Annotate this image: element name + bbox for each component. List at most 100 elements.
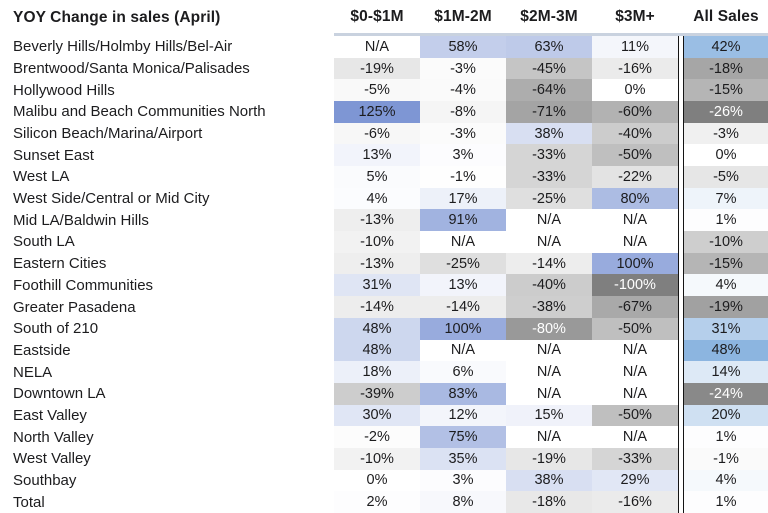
value-cell: -19% [506,447,592,470]
value-cell: 29% [592,469,678,492]
column-separator [678,252,684,275]
column-separator [678,209,684,232]
all-sales-cell: 48% [684,339,768,362]
value-cell: -45% [506,57,592,80]
column-separator [678,122,684,145]
value-cell: N/A [506,426,592,448]
all-sales-cell: -3% [684,122,768,145]
all-sales-cell: -15% [684,252,768,275]
value-cell: 13% [420,274,506,297]
value-cell: 5% [334,166,420,188]
value-cell: 17% [420,187,506,210]
value-cell: -14% [334,296,420,318]
region-label: West Side/Central or Mid City [0,187,334,210]
all-sales-cell: -24% [684,382,768,405]
value-cell: -16% [592,57,678,80]
region-label: West Valley [0,447,334,470]
value-cell: -22% [592,166,678,188]
value-cell: -10% [334,231,420,253]
value-cell: -33% [592,447,678,470]
region-label: Mid LA/Baldwin Hills [0,209,334,232]
value-cell: -67% [592,296,678,318]
value-cell: N/A [506,382,592,405]
value-cell: -2% [334,426,420,448]
value-cell: -100% [592,274,678,297]
value-cell: -80% [506,317,592,340]
value-cell: 83% [420,382,506,405]
column-separator [678,382,684,405]
value-cell: N/A [506,231,592,253]
value-cell: N/A [592,339,678,362]
value-cell: 11% [592,36,678,58]
all-sales-cell: -10% [684,231,768,253]
all-sales-cell: -18% [684,57,768,80]
value-cell: 38% [506,469,592,492]
value-cell: N/A [592,382,678,405]
region-label: Foothill Communities [0,274,334,297]
all-sales-cell: -19% [684,296,768,318]
value-cell: 13% [334,144,420,167]
all-sales-cell: -5% [684,166,768,188]
value-cell: N/A [506,339,592,362]
value-cell: 0% [592,79,678,102]
value-cell: -10% [334,447,420,470]
value-cell: -1% [420,166,506,188]
region-label: Eastern Cities [0,252,334,275]
column-header-2m-3m: $2M-3M [506,0,592,36]
value-cell: 125% [334,101,420,123]
value-cell: -33% [506,144,592,167]
column-separator [678,274,684,297]
column-separator [678,57,684,80]
all-sales-cell: 4% [684,469,768,492]
value-cell: 12% [420,404,506,427]
value-cell: -14% [506,252,592,275]
value-cell: -50% [592,317,678,340]
value-cell: -71% [506,101,592,123]
value-cell: -8% [420,101,506,123]
all-sales-cell: 31% [684,317,768,340]
value-cell: -50% [592,404,678,427]
column-separator [678,447,684,470]
value-cell: -6% [334,122,420,145]
column-separator [678,426,684,448]
value-cell: 91% [420,209,506,232]
value-cell: 48% [334,339,420,362]
column-header-3m-plus: $3M+ [592,0,678,36]
value-cell: 100% [420,317,506,340]
column-header-0-1m: $0-$1M [334,0,420,36]
all-sales-cell: 42% [684,36,768,58]
column-separator [678,361,684,383]
value-cell: -13% [334,252,420,275]
table-title: YOY Change in sales (April) [13,9,221,26]
column-separator [678,339,684,362]
all-sales-cell: 1% [684,426,768,448]
column-separator [678,404,684,427]
value-cell: -40% [592,122,678,145]
region-label: Hollywood Hills [0,79,334,102]
region-label: Silicon Beach/Marina/Airport [0,122,334,145]
value-cell: -60% [592,101,678,123]
value-cell: N/A [592,426,678,448]
value-cell: 35% [420,447,506,470]
region-label: Eastside [0,339,334,362]
value-cell: -4% [420,79,506,102]
value-cell: N/A [592,209,678,232]
value-cell: 15% [506,404,592,427]
value-cell: -64% [506,79,592,102]
value-cell: N/A [592,231,678,253]
value-cell: 0% [334,469,420,492]
column-header-1m-2m: $1M-2M [420,0,506,36]
region-label: Downtown LA [0,382,334,405]
region-label: South of 210 [0,317,334,340]
column-separator [678,166,684,188]
all-sales-cell: 7% [684,187,768,210]
all-sales-cell: 1% [684,491,768,513]
value-cell: -39% [334,382,420,405]
region-label: South LA [0,231,334,253]
value-cell: N/A [420,231,506,253]
region-label: Beverly Hills/Holmby Hills/Bel-Air [0,36,334,58]
value-cell: 2% [334,491,420,513]
column-separator [678,101,684,123]
column-separator [678,231,684,253]
